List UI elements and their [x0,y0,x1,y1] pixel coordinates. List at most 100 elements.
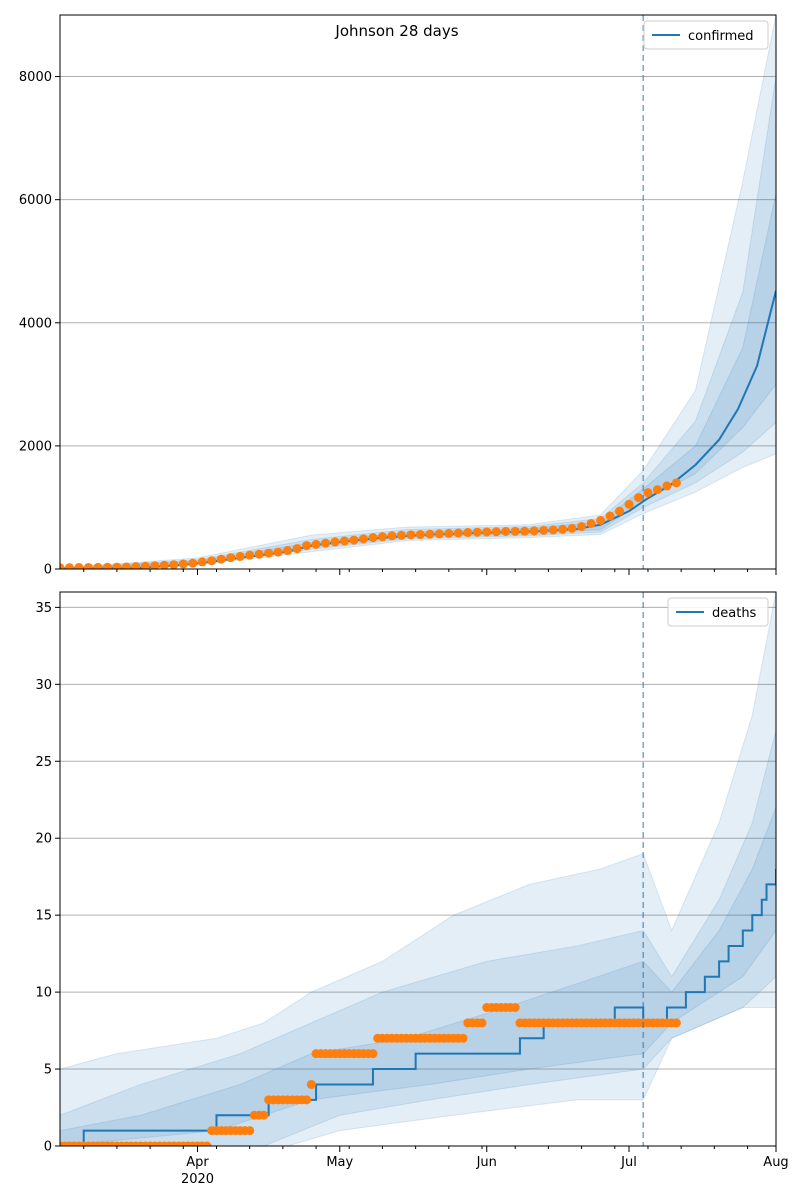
observed-point [202,1141,212,1146]
uncertainty-band-inner [60,193,776,569]
plot-area [60,15,776,569]
uncertainty-band-outer [60,592,776,1146]
observed-point [671,1018,681,1028]
observed-point [283,546,293,556]
observed-point [64,563,74,569]
observed-point [577,522,587,532]
axes-frame [59,591,777,1147]
legend: confirmed [643,20,769,50]
observed-point [586,518,596,528]
observed-point [102,562,112,569]
observed-point [377,532,387,542]
observed-point [83,562,93,569]
observed-point [358,534,368,544]
y-tick-label: 20 [35,832,52,847]
observed-point [235,551,245,561]
observed-point [93,562,103,569]
observed-point [302,541,312,551]
y-tick-label: 2000 [19,439,52,454]
observed-point [245,550,255,560]
y-tick-label: 6000 [19,193,52,208]
legend-label: deaths [712,606,757,621]
observed-point [368,1049,378,1059]
observed-point [605,511,615,521]
observed-point [472,527,482,537]
observed-point [671,478,681,488]
x-tick-label: Jun [476,1155,497,1170]
observed-point [74,562,84,569]
observed-point [567,523,577,533]
x-tick-label: May [326,1155,353,1170]
y-tick-label: 15 [35,909,52,924]
observed-point [216,554,226,564]
observed-point [510,526,520,536]
x-tick-label: Aug [763,1155,788,1170]
y-tick-label: 0 [44,563,52,578]
observed-point [150,561,160,569]
observed-point [548,525,558,535]
plot-area [60,592,776,1146]
observed-point [510,1003,520,1012]
x-tick-label: Apr [186,1155,209,1170]
y-tick-label: 5 [44,1063,52,1078]
observed-point [406,530,416,540]
observed-point [178,559,188,569]
y-tick-label: 10 [35,986,52,1001]
observed-point [226,553,236,563]
observed-point [264,548,274,558]
observed-point [254,549,264,559]
observed-point [112,562,122,569]
observed-point [292,544,302,554]
legend-box [643,20,769,50]
legend: deaths [667,597,769,627]
observed-point [463,528,473,538]
observed-point [306,1079,316,1089]
uncertainty-band-outer [60,15,776,569]
observed-point [396,530,406,540]
observed-point [453,528,463,538]
observed-point [491,527,501,537]
observed-point [159,560,169,569]
observed-point [121,562,131,569]
observed-point [197,557,207,567]
observed-point [558,524,568,534]
legend-box [667,597,769,627]
observed-point [425,529,435,539]
uncertainty-band-middle [60,730,776,1146]
observed-point [501,526,511,536]
axes-frame [59,14,777,570]
figure-title: Johnson 28 days [334,22,458,40]
observed-point [349,535,359,545]
legend-label: confirmed [688,29,754,44]
y-tick-label: 25 [35,755,52,770]
observed-point [520,526,530,536]
observed-point [368,533,378,543]
observed-point [169,560,179,569]
observed-point [458,1033,468,1043]
observed-point [615,506,625,516]
observed-point [140,561,150,569]
observed-point [662,481,672,491]
observed-point [477,1018,487,1028]
observed-point [188,558,198,568]
confirmed-panel: 0 2000 4000 6000 8000 confirmed [19,14,777,578]
observed-point [624,499,634,509]
observed-point [596,515,606,525]
deaths-panel: 0 5 10 15 20 25 30 35 Apr 2020 May Jun Jul Aug deaths [35,591,789,1187]
observed-point [60,563,65,569]
y-tick-label: 30 [35,678,52,693]
observed-point [529,526,539,536]
observed-point [321,538,331,548]
uncertainty-band-middle [60,76,776,569]
observed-point [633,493,643,503]
observed-point [434,529,444,539]
uncertainty-band-inner [60,807,776,1146]
observed-point [340,536,350,546]
x-tick-sublabel: 2020 [181,1172,214,1187]
observed-point [482,527,492,537]
observed-point [245,1126,255,1136]
y-tick-label: 4000 [19,316,52,331]
observed-point [652,485,662,495]
observed-point [444,528,454,538]
